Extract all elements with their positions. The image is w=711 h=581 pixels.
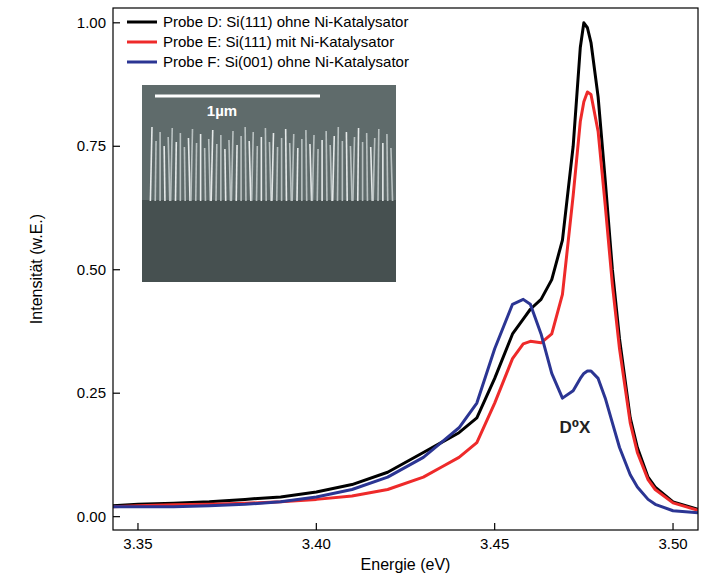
inset-wire xyxy=(200,134,202,201)
inset-wire xyxy=(310,144,312,201)
x-tick xyxy=(137,523,138,530)
inset-wire xyxy=(272,133,274,201)
scale-bar-label: 1µm xyxy=(207,102,237,119)
inset-wire xyxy=(305,130,307,201)
y-tick-label: 0.00 xyxy=(77,508,106,525)
inset-wire xyxy=(373,138,375,201)
inset-wire xyxy=(285,129,287,201)
inset-wire xyxy=(337,127,339,201)
y-tick xyxy=(113,146,120,147)
inset-wire xyxy=(240,136,242,201)
inset-wire xyxy=(316,149,318,201)
inset-wire xyxy=(235,145,237,201)
plot-area xyxy=(113,23,698,513)
inset-image: 1µm xyxy=(142,85,396,282)
inset-wire xyxy=(180,133,182,201)
inset-wire xyxy=(301,139,303,201)
inset-wire xyxy=(252,132,254,201)
inset-wire xyxy=(209,139,211,201)
x-tick-label: 3.35 xyxy=(123,535,152,552)
inset-wire xyxy=(391,148,393,201)
inset-wire xyxy=(159,132,161,201)
inset-wire xyxy=(386,134,388,201)
inset-wire xyxy=(211,130,213,201)
x-tick xyxy=(316,523,317,530)
inset-wire xyxy=(150,127,152,201)
chart: 1µm 3.35 3.40 3.45 3.50 0.00 0.25 0.50 0.75 1.00 E… xyxy=(0,0,711,581)
inset-wire xyxy=(163,146,165,201)
inset-wire xyxy=(292,134,294,201)
inset-wire xyxy=(231,131,233,201)
inset-wire xyxy=(171,128,173,201)
inset-wire xyxy=(188,138,190,201)
inset-wire xyxy=(220,135,222,201)
inset-wire xyxy=(366,133,368,201)
inset-wire xyxy=(175,142,177,201)
y-tick-label: 1.00 xyxy=(77,14,106,31)
inset-wire xyxy=(276,147,278,201)
y-tick-label: 0.75 xyxy=(77,137,106,154)
inset-wire xyxy=(377,129,379,201)
x-tick-label: 3.40 xyxy=(302,535,331,552)
inset-wire xyxy=(244,127,246,201)
inset-wire xyxy=(184,147,186,201)
inset-wire xyxy=(249,141,251,201)
legend-label: Probe D: Si(111) ohne Ni-Katalysator xyxy=(163,13,408,30)
inset-wire xyxy=(330,145,332,201)
inset-wire xyxy=(215,144,217,201)
legend-swatch xyxy=(127,61,157,64)
inset-wire xyxy=(269,142,271,201)
spectrum-line xyxy=(113,92,698,510)
legend-label: Probe F: Si(001) ohne Ni-Katalysator xyxy=(163,53,409,70)
inset-wire xyxy=(224,149,226,201)
x-tick xyxy=(672,523,673,530)
inset-wire xyxy=(154,141,156,201)
y-tick xyxy=(113,269,120,270)
inset-wire xyxy=(281,138,283,201)
y-tick-label: 0.50 xyxy=(77,261,106,278)
inset-wire xyxy=(350,146,352,201)
inset-wire xyxy=(256,146,258,201)
inset-wire xyxy=(290,143,292,201)
x-tick xyxy=(494,523,495,530)
y-tick xyxy=(113,393,120,394)
inset-substrate xyxy=(142,200,396,282)
inset-wire xyxy=(168,137,170,201)
inset-wire xyxy=(312,135,314,201)
plot-frame xyxy=(113,8,698,530)
y-tick xyxy=(113,516,120,517)
inset-wire xyxy=(382,143,384,201)
spectrum-line xyxy=(113,23,698,509)
inset-wire xyxy=(353,137,355,201)
x-tick-label: 3.50 xyxy=(658,535,687,552)
annotation: D⁰X xyxy=(559,418,591,437)
y-axis-title: Intensität (w.E.) xyxy=(28,214,45,324)
legend-swatch xyxy=(127,21,157,24)
inset-wire xyxy=(333,136,335,201)
inset-wire xyxy=(229,140,231,201)
inset-wire xyxy=(204,148,206,201)
inset-background xyxy=(142,85,396,282)
inset-wire xyxy=(195,143,197,201)
inset-wire xyxy=(296,148,298,201)
y-tick-label: 0.25 xyxy=(77,384,106,401)
inset-wire xyxy=(265,128,267,201)
spectrum-line xyxy=(113,299,698,512)
legend-label: Probe E: Si(111) mit Ni-Katalysator xyxy=(163,33,394,50)
legend-swatch xyxy=(127,41,157,44)
inset-wire xyxy=(371,147,373,201)
scale-bar xyxy=(155,95,320,98)
x-axis-title: Energie (eV) xyxy=(361,556,451,573)
inset-wire xyxy=(346,132,348,201)
inset-wire xyxy=(191,129,193,201)
legend: Probe D: Si(111) ohne Ni-Katalysator Prob… xyxy=(127,13,409,70)
y-tick xyxy=(113,22,120,23)
inset-wire xyxy=(342,141,344,201)
inset-wire xyxy=(357,128,359,201)
inset-wire xyxy=(362,142,364,201)
inset-wire xyxy=(325,131,327,201)
inset-wire xyxy=(261,137,263,201)
inset-wire xyxy=(321,140,323,201)
x-tick-label: 3.45 xyxy=(480,535,509,552)
